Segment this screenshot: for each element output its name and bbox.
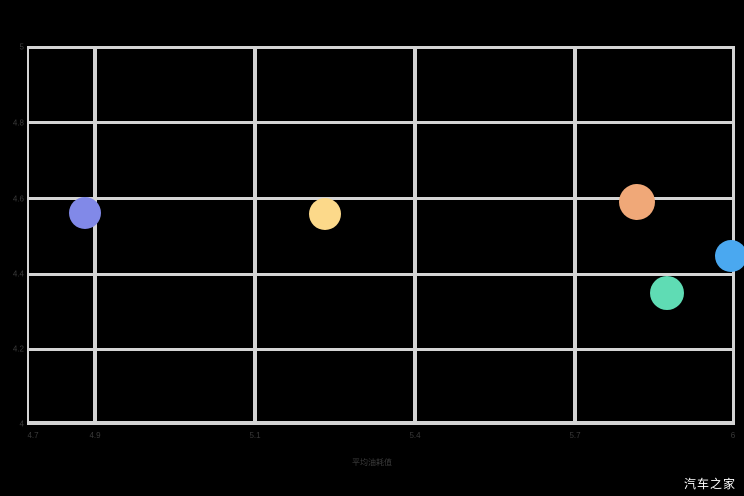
gridline-vertical bbox=[413, 46, 417, 425]
y-axis-tick-label: 4 bbox=[19, 419, 24, 429]
gridline-horizontal bbox=[27, 273, 735, 276]
x-axis-tick-label: 5.1 bbox=[249, 431, 261, 440]
gridline-vertical bbox=[253, 46, 257, 425]
y-axis-tick-label: 5 bbox=[19, 42, 24, 52]
data-point-bubble[interactable] bbox=[69, 197, 101, 229]
y-axis-tick-label: 4.4 bbox=[12, 269, 24, 279]
axis-line-left bbox=[27, 46, 29, 425]
data-point-bubble[interactable] bbox=[715, 240, 744, 272]
axis-line-bottom bbox=[27, 421, 735, 425]
data-point-bubble[interactable] bbox=[309, 198, 341, 230]
plot-area: 5 4 3 2 1 bbox=[27, 46, 744, 425]
x-axis-title: 平均油耗值 bbox=[352, 458, 392, 467]
data-point-bubble[interactable] bbox=[619, 184, 655, 220]
data-point-bubble[interactable] bbox=[650, 276, 684, 310]
x-axis-tick-label: 5.7 bbox=[569, 431, 581, 440]
x-axis-tick-label: 4.9 bbox=[89, 431, 101, 440]
gridline-vertical bbox=[93, 46, 97, 425]
gridline-horizontal bbox=[27, 197, 735, 200]
x-axis-tick-label: 4.7 bbox=[27, 431, 39, 440]
gridline-vertical bbox=[573, 46, 577, 425]
axis-line-top bbox=[27, 46, 735, 49]
x-axis-tick-label: 6 bbox=[730, 431, 736, 440]
gridline-horizontal bbox=[27, 348, 735, 351]
x-axis-tick-label: 5.4 bbox=[409, 431, 421, 440]
y-axis-tick-label: 4.2 bbox=[12, 344, 24, 354]
y-axis-tick-label: 4.8 bbox=[12, 118, 24, 128]
axis-line-right bbox=[732, 46, 735, 425]
watermark: 汽车之家 bbox=[683, 477, 736, 491]
y-axis-tick-label: 4.6 bbox=[12, 194, 24, 204]
gridline-horizontal bbox=[27, 121, 735, 124]
